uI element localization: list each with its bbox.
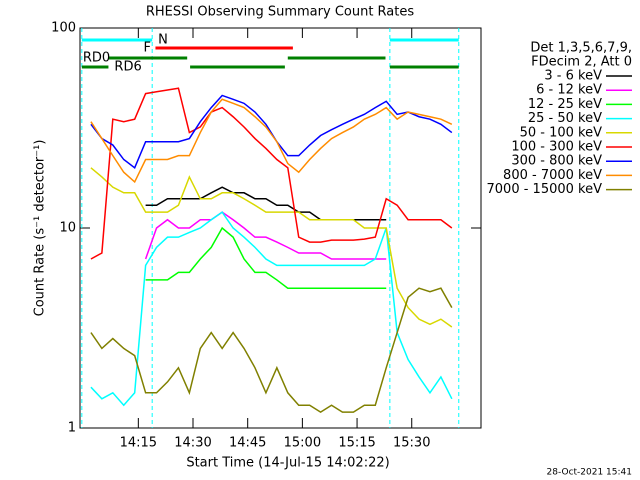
series-line — [144, 211, 387, 260]
annotation: F — [143, 41, 150, 56]
y-tick-label: 1 — [68, 421, 76, 436]
x-tick-label: 15:15 — [338, 436, 375, 451]
legend-label: 12 - 25 keV — [528, 97, 602, 112]
x-tick-label: 14:15 — [120, 436, 157, 451]
x-tick-label: 14:45 — [229, 436, 266, 451]
x-axis-label: Start Time (14-Jul-15 14:02:22) — [186, 456, 389, 471]
legend-label: 6 - 12 keV — [536, 83, 602, 98]
x-tick-label: 15:00 — [284, 436, 321, 451]
legend-label: 50 - 100 keV — [520, 125, 603, 140]
legend-label: 800 - 7000 keV — [503, 168, 602, 183]
footer: 28-Oct-2021 15:41 — [547, 468, 632, 478]
annotation: N — [158, 33, 168, 48]
x-tick-label: 15:30 — [393, 436, 430, 451]
series-line — [90, 167, 453, 328]
x-tick-label: 14:30 — [174, 436, 211, 451]
series-line — [145, 226, 387, 289]
series-line — [90, 87, 453, 260]
series-line — [90, 94, 453, 169]
chart-title: RHESSI Observing Summary Count Rates — [146, 5, 415, 20]
series-line — [90, 98, 453, 184]
series-line — [90, 211, 453, 407]
legend-header: Det 1,3,5,6,7,9, — [530, 41, 632, 56]
legend-label: 3 - 6 keV — [544, 69, 602, 84]
legend-label: 7000 - 15000 keV — [487, 182, 603, 197]
legend-label: 100 - 300 keV — [511, 140, 602, 155]
y-tick-label: 10 — [59, 221, 76, 236]
series-line — [90, 287, 453, 414]
legend-header: FDecim 2, Att 0 — [531, 55, 632, 70]
legend-label: 300 - 800 keV — [511, 154, 602, 169]
annotation: RD6 — [114, 60, 141, 75]
y-axis-label: Count Rate (s⁻¹ detector⁻¹) — [33, 140, 48, 317]
legend-label: 25 - 50 keV — [528, 111, 602, 126]
y-tick-label: 100 — [51, 21, 76, 36]
annotation: RD0 — [83, 51, 110, 66]
